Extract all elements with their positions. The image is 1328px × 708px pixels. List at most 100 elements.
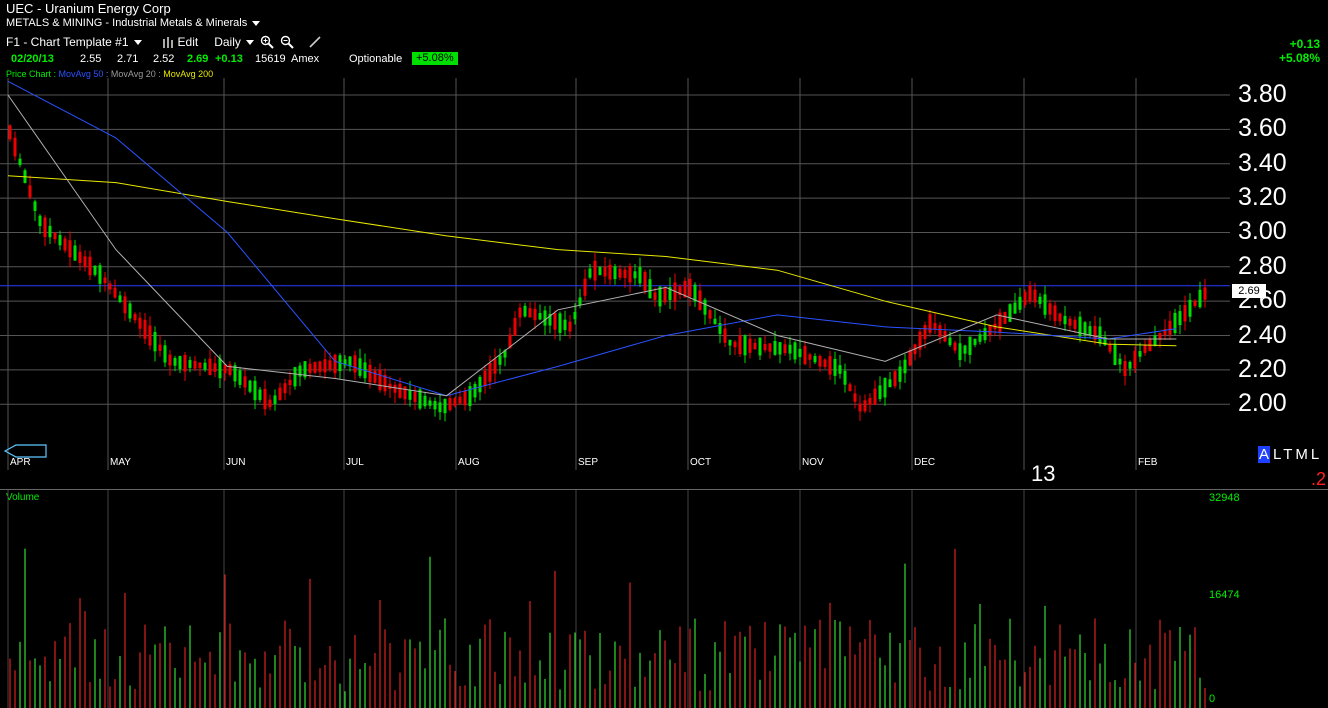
candle-body — [603, 266, 607, 277]
candle-body — [973, 338, 977, 345]
candle-body — [568, 321, 572, 332]
candle-body — [808, 354, 812, 360]
candle-body — [328, 360, 332, 370]
candle-body — [773, 340, 777, 355]
candle-body — [988, 325, 992, 336]
candle-body — [518, 307, 522, 318]
candle-body — [1093, 325, 1097, 341]
candle-body — [1133, 350, 1137, 369]
candle-body — [248, 380, 252, 392]
candle-body — [353, 355, 357, 373]
candle-body — [1168, 320, 1172, 335]
candle-body — [893, 371, 897, 387]
candle-body — [1063, 315, 1067, 325]
month-tick-label: APR — [10, 457, 31, 468]
altml-digit: .2 — [1311, 469, 1327, 489]
candle-body — [948, 337, 952, 346]
candle-body — [753, 342, 757, 350]
candle-body — [1008, 304, 1012, 322]
candle-body — [323, 359, 327, 373]
candle-body — [633, 271, 637, 279]
candle-body — [763, 343, 767, 351]
candle-body — [663, 287, 667, 303]
candle-body — [318, 361, 322, 372]
candle-body — [818, 356, 822, 367]
candle-body — [868, 397, 872, 405]
volume-chart[interactable] — [0, 490, 1230, 708]
candle-body — [1153, 335, 1157, 346]
candle-body — [958, 343, 962, 361]
candle-body — [558, 313, 562, 333]
month-tick-label: MAY — [110, 457, 131, 468]
candle-body — [978, 334, 982, 342]
zoom-in-icon[interactable] — [260, 35, 274, 49]
quote-exchange: Amex — [291, 52, 320, 65]
candle-body — [528, 308, 532, 318]
candle-body — [253, 380, 257, 401]
candle-body — [138, 317, 142, 329]
interval-dropdown[interactable]: Daily — [214, 35, 254, 49]
ma20-line — [7, 94, 1177, 397]
legend-price-chart[interactable]: Price Chart — [6, 69, 52, 79]
legend-movavg-20[interactable]: MovAvg 20 — [110, 69, 156, 79]
candle-body — [963, 345, 967, 354]
candle-body — [653, 292, 657, 300]
price-tick-label: 2.20 — [1238, 354, 1287, 383]
candle-body — [283, 383, 287, 394]
candle-body — [43, 217, 47, 238]
candle-body — [498, 355, 502, 365]
candle-body — [88, 256, 92, 276]
candle-body — [693, 284, 697, 302]
candle-body — [213, 363, 217, 372]
candle-body — [683, 280, 687, 298]
candle-body — [938, 325, 942, 337]
candle-body — [1118, 358, 1122, 365]
candle-body — [1098, 326, 1102, 344]
edit-button[interactable]: Edit — [162, 35, 198, 49]
candle-body — [28, 185, 32, 198]
candle-body — [473, 384, 477, 398]
candle-body — [878, 385, 882, 400]
chart-title: UEC - Uranium Energy Corp — [6, 1, 171, 16]
price-tick-label: 3.20 — [1238, 183, 1287, 212]
candle-body — [1018, 296, 1022, 310]
candle-body — [798, 348, 802, 358]
volume-tick-label: 32948 — [1209, 492, 1240, 504]
month-tick-label: OCT — [690, 457, 712, 468]
candle-body — [433, 401, 437, 410]
candle-body — [158, 344, 162, 351]
altml-selector[interactable]: A LTML — [1258, 446, 1322, 463]
candle-body — [463, 390, 467, 406]
pane-divider[interactable] — [0, 489, 1328, 490]
legend-movavg-50[interactable]: MovAvg 50 — [58, 69, 104, 79]
candle-body — [438, 402, 442, 413]
candle-body — [228, 364, 232, 376]
candle-body — [243, 376, 247, 388]
candle-body — [258, 389, 262, 401]
zoom-out-icon[interactable] — [280, 35, 294, 49]
candle-body — [343, 359, 347, 366]
pencil-icon[interactable] — [308, 35, 322, 49]
chart-toolbar: F1 - Chart Template #1 Edit Daily — [6, 35, 322, 49]
month-tick-label: DEC — [914, 457, 936, 468]
change-pct: +5.08% — [1278, 51, 1320, 65]
volume-tick-label: 16474 — [1209, 589, 1240, 601]
quote-volume: 15619 — [255, 52, 286, 65]
candle-body — [1198, 289, 1202, 308]
legend-movavg-200[interactable]: MovAvg 200 — [163, 69, 214, 79]
change-summary: +0.13 +5.08% — [1279, 37, 1320, 65]
candle-body — [833, 358, 837, 376]
candle-body — [928, 314, 932, 333]
candle-body — [358, 358, 362, 376]
month-tick-label: AUG — [458, 457, 480, 468]
altml-rest: LTML — [1273, 446, 1323, 463]
sector-dropdown[interactable]: METALS & MINING - Industrial Metals & Mi… — [6, 17, 261, 29]
scroll-left-arrow-icon[interactable] — [4, 444, 48, 458]
quote-high: 2.71 — [117, 52, 139, 65]
altml-a: A — [1258, 446, 1271, 463]
candle-body — [348, 356, 352, 367]
price-chart[interactable] — [0, 78, 1230, 470]
candle-body — [188, 360, 192, 368]
template-dropdown[interactable]: F1 - Chart Template #1 — [6, 35, 142, 49]
sector-label: METALS & MINING - Industrial Metals & Mi… — [6, 17, 248, 29]
